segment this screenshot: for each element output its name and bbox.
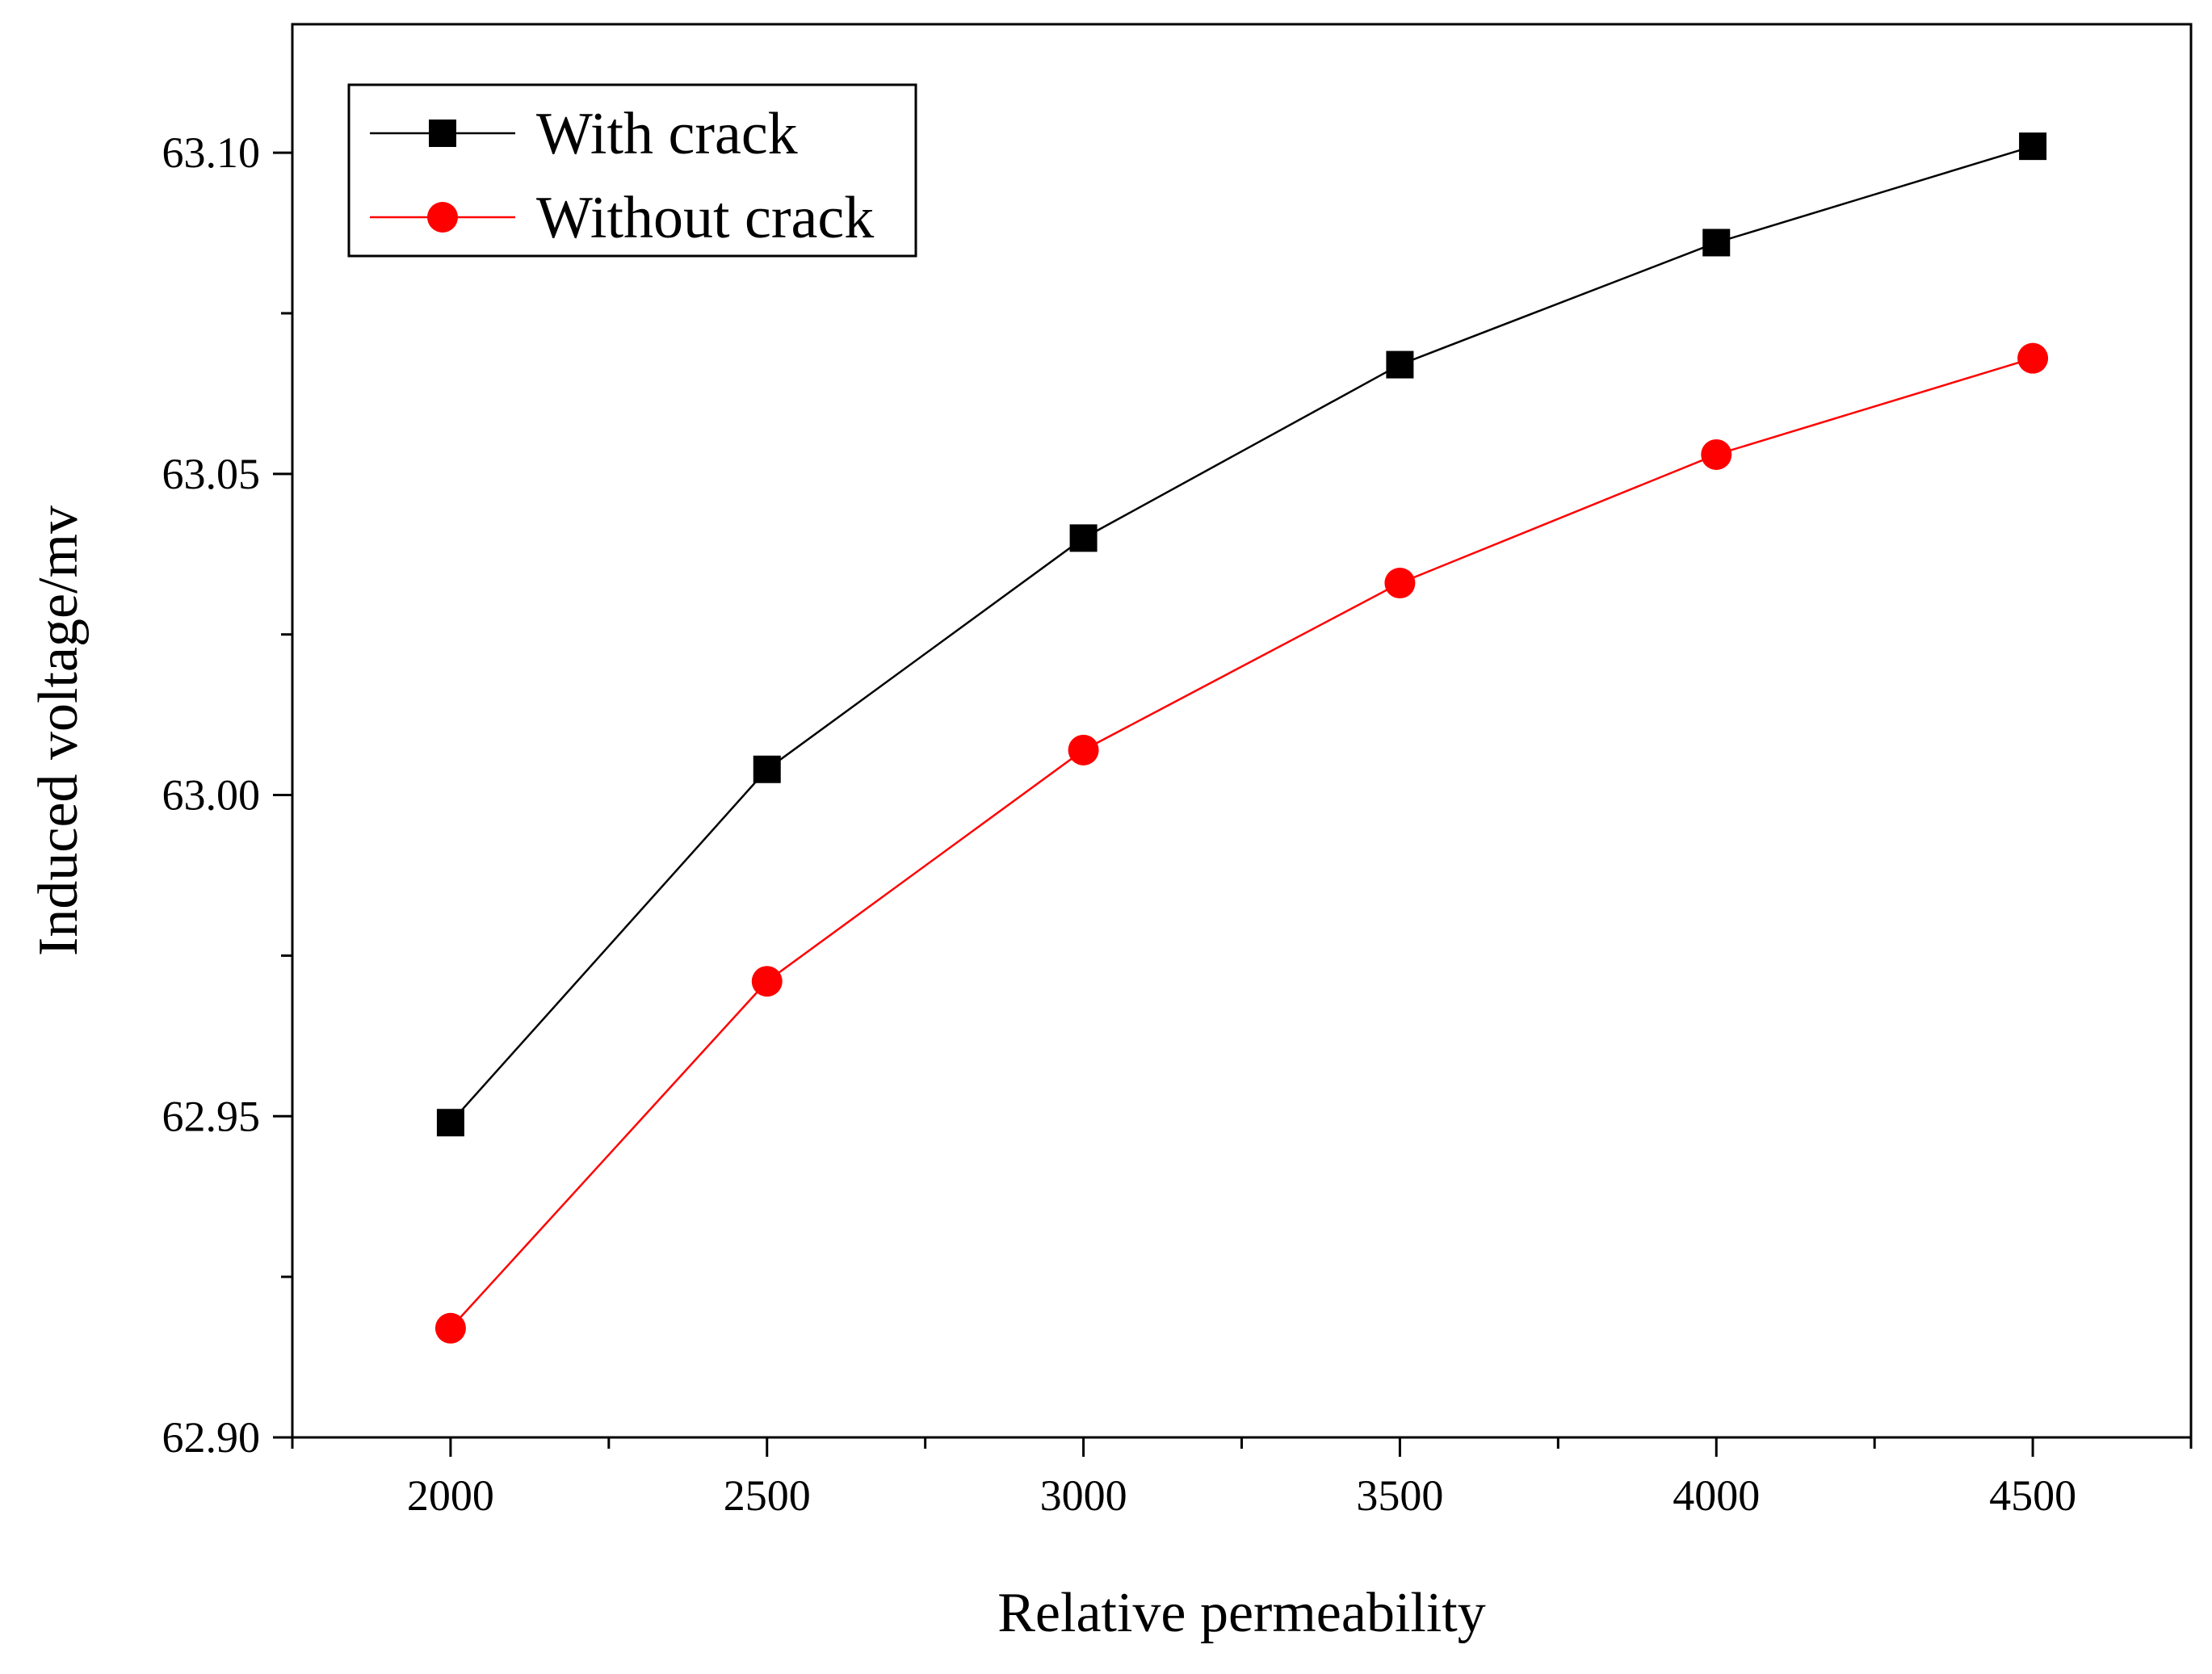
y-tick-label: 63.00 (162, 771, 261, 820)
series-layer (434, 132, 2049, 1344)
x-tick-label: 2500 (724, 1471, 811, 1520)
series-line (449, 357, 2034, 1329)
legend-label: With crack (536, 101, 798, 167)
legend-marker-square (429, 120, 456, 147)
x-axis-title: Relative permeability (997, 1582, 1486, 1644)
legend-marker-circle (427, 202, 458, 233)
y-tick-label: 63.05 (162, 450, 261, 498)
legend-item: With crack (370, 101, 798, 167)
x-tick-label: 2000 (407, 1471, 494, 1520)
x-tick-label: 4500 (1989, 1471, 2076, 1520)
data-point-square (436, 1109, 464, 1137)
legend-label: Without crack (536, 185, 874, 251)
data-point-square (1069, 524, 1098, 552)
data-point-circle (434, 1312, 466, 1344)
x-tick-label: 3000 (1040, 1471, 1127, 1520)
axes: 2000 2500 3000 3500 4000 4500 62.90 62.95 63.00 6… (162, 23, 2193, 1520)
series-with-crack (436, 132, 2047, 1137)
data-point-circle (2017, 342, 2049, 374)
data-point-circle (751, 966, 783, 997)
y-tick-label: 62.95 (162, 1092, 261, 1140)
y-tick-label: 62.90 (162, 1413, 261, 1462)
x-tick-label: 3500 (1356, 1471, 1443, 1520)
data-point-circle (1701, 438, 1732, 470)
data-point-circle (1384, 568, 1416, 599)
series-line (449, 145, 2034, 1124)
data-point-square (753, 755, 781, 783)
y-tick-label: 63.10 (162, 128, 261, 177)
y-axis-title: Induced voltage/mv (27, 506, 90, 956)
data-point-square (1386, 350, 1414, 379)
series-without-crack (434, 342, 2049, 1344)
legend: With crack Without crack (347, 83, 917, 258)
data-point-square (1702, 229, 1731, 257)
legend-item: Without crack (370, 185, 874, 251)
x-tick-label: 4000 (1673, 1471, 1760, 1520)
data-point-square (2019, 132, 2047, 161)
data-point-circle (1068, 734, 1099, 766)
